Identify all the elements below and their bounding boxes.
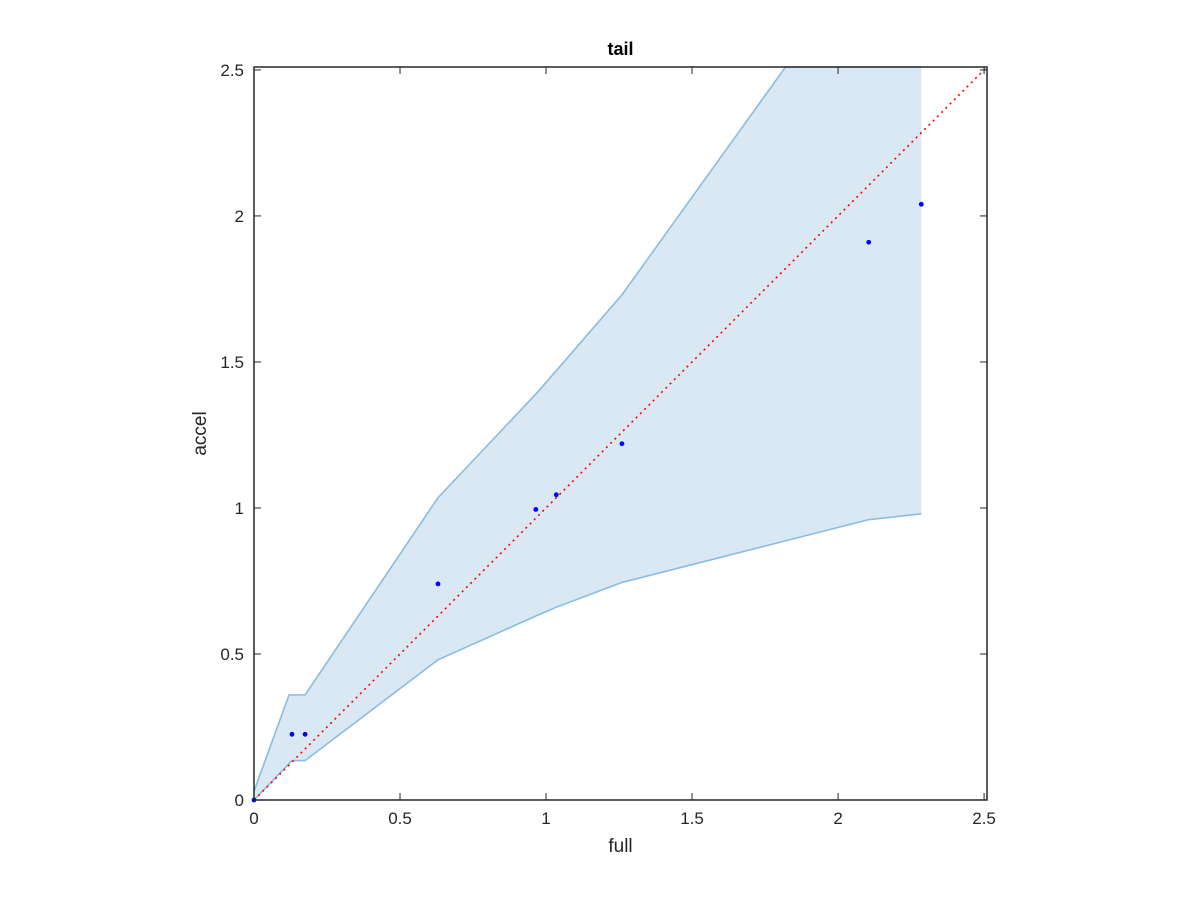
y-tick-label: 2 bbox=[235, 207, 244, 226]
axes-box bbox=[253, 66, 988, 801]
y-tick-label: 0.5 bbox=[220, 645, 244, 664]
ticks-layer: 0 0.5 1 1.5 2 2.5 0 0.5 1 1.5 2 2.5 bbox=[220, 61, 996, 828]
data-point bbox=[553, 492, 559, 498]
data-point bbox=[289, 731, 295, 737]
confidence-band bbox=[254, 67, 922, 800]
chart-title: tail bbox=[607, 39, 633, 59]
data-point bbox=[918, 201, 924, 207]
data-point bbox=[302, 731, 308, 737]
x-tick-label: 2.5 bbox=[972, 809, 996, 828]
y-tick-label: 1 bbox=[235, 499, 244, 518]
x-tick-label: 0.5 bbox=[388, 809, 412, 828]
x-tick-label: 1.5 bbox=[680, 809, 704, 828]
band-lower-bound bbox=[253, 513, 922, 801]
y-tick-label: 1.5 bbox=[220, 353, 244, 372]
confidence-band-layer bbox=[253, 66, 922, 801]
data-points-layer bbox=[251, 201, 924, 803]
data-point bbox=[533, 507, 539, 512]
y-axis-label: accel bbox=[190, 411, 211, 455]
plot-area bbox=[251, 66, 988, 803]
band-upper-bound bbox=[253, 66, 922, 792]
data-point bbox=[435, 581, 441, 587]
y-tick-label: 0 bbox=[235, 791, 244, 810]
y-tick-label: 2.5 bbox=[220, 61, 244, 80]
x-tick-label: 0 bbox=[249, 809, 258, 828]
data-point bbox=[619, 441, 625, 447]
data-point bbox=[866, 239, 872, 245]
x-axis-label: full bbox=[608, 836, 632, 857]
x-tick-label: 1 bbox=[541, 809, 550, 828]
x-tick-label: 2 bbox=[833, 809, 842, 828]
